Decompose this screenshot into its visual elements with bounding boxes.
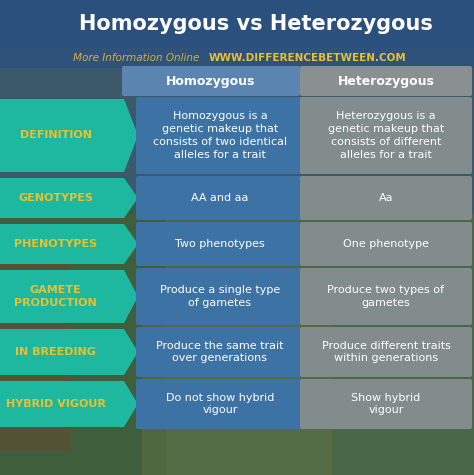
Text: Homozygous is a
genetic makeup that
consists of two identical
alleles for a trai: Homozygous is a genetic makeup that cons…	[153, 111, 287, 160]
Text: Produce the same trait
over generations: Produce the same trait over generations	[156, 341, 284, 363]
Text: DEFINITION: DEFINITION	[20, 131, 92, 141]
Polygon shape	[0, 270, 138, 323]
Text: HYBRID VIGOUR: HYBRID VIGOUR	[6, 399, 106, 409]
FancyBboxPatch shape	[136, 327, 304, 377]
Polygon shape	[0, 381, 138, 427]
FancyBboxPatch shape	[136, 379, 304, 429]
Text: Produce two types of
gametes: Produce two types of gametes	[328, 285, 445, 308]
FancyBboxPatch shape	[300, 379, 472, 429]
FancyBboxPatch shape	[300, 66, 472, 96]
Polygon shape	[0, 329, 138, 375]
FancyBboxPatch shape	[142, 309, 332, 475]
Text: Do not show hybrid
vigour: Do not show hybrid vigour	[166, 393, 274, 416]
Text: Homozygous vs Heterozygous: Homozygous vs Heterozygous	[79, 14, 433, 34]
FancyBboxPatch shape	[300, 176, 472, 220]
Text: Produce a single type
of gametes: Produce a single type of gametes	[160, 285, 280, 308]
Text: Produce different traits
within generations: Produce different traits within generati…	[321, 341, 450, 363]
FancyBboxPatch shape	[300, 268, 472, 325]
FancyBboxPatch shape	[300, 97, 472, 174]
Text: Show hybrid
vigour: Show hybrid vigour	[351, 393, 420, 416]
FancyBboxPatch shape	[300, 327, 472, 377]
FancyBboxPatch shape	[0, 190, 166, 475]
Text: WWW.DIFFERENCEBETWEEN.COM: WWW.DIFFERENCEBETWEEN.COM	[209, 53, 406, 63]
Text: GAMETE
PRODUCTION: GAMETE PRODUCTION	[14, 285, 97, 308]
Text: Heterozygous: Heterozygous	[337, 75, 435, 87]
FancyBboxPatch shape	[0, 0, 474, 48]
Polygon shape	[0, 99, 138, 172]
Text: GENOTYPES: GENOTYPES	[18, 193, 93, 203]
FancyBboxPatch shape	[0, 0, 474, 214]
Text: PHENOTYPES: PHENOTYPES	[14, 239, 97, 249]
FancyBboxPatch shape	[136, 176, 304, 220]
Text: More Information Online: More Information Online	[73, 53, 199, 63]
Polygon shape	[0, 224, 138, 264]
Text: AA and aa: AA and aa	[191, 193, 249, 203]
FancyBboxPatch shape	[300, 222, 472, 266]
FancyBboxPatch shape	[136, 268, 304, 325]
FancyBboxPatch shape	[0, 48, 474, 68]
Text: Heterozygous is a
genetic makeup that
consists of different
alleles for a trait: Heterozygous is a genetic makeup that co…	[328, 111, 444, 160]
FancyBboxPatch shape	[0, 261, 71, 451]
Text: Two phenotypes: Two phenotypes	[175, 239, 265, 249]
FancyBboxPatch shape	[136, 222, 304, 266]
Text: Aa: Aa	[379, 193, 393, 203]
Polygon shape	[0, 178, 138, 218]
FancyBboxPatch shape	[122, 66, 300, 96]
Text: Homozygous: Homozygous	[166, 75, 255, 87]
Text: IN BREEDING: IN BREEDING	[15, 347, 96, 357]
Text: One phenotype: One phenotype	[343, 239, 429, 249]
FancyBboxPatch shape	[136, 97, 304, 174]
